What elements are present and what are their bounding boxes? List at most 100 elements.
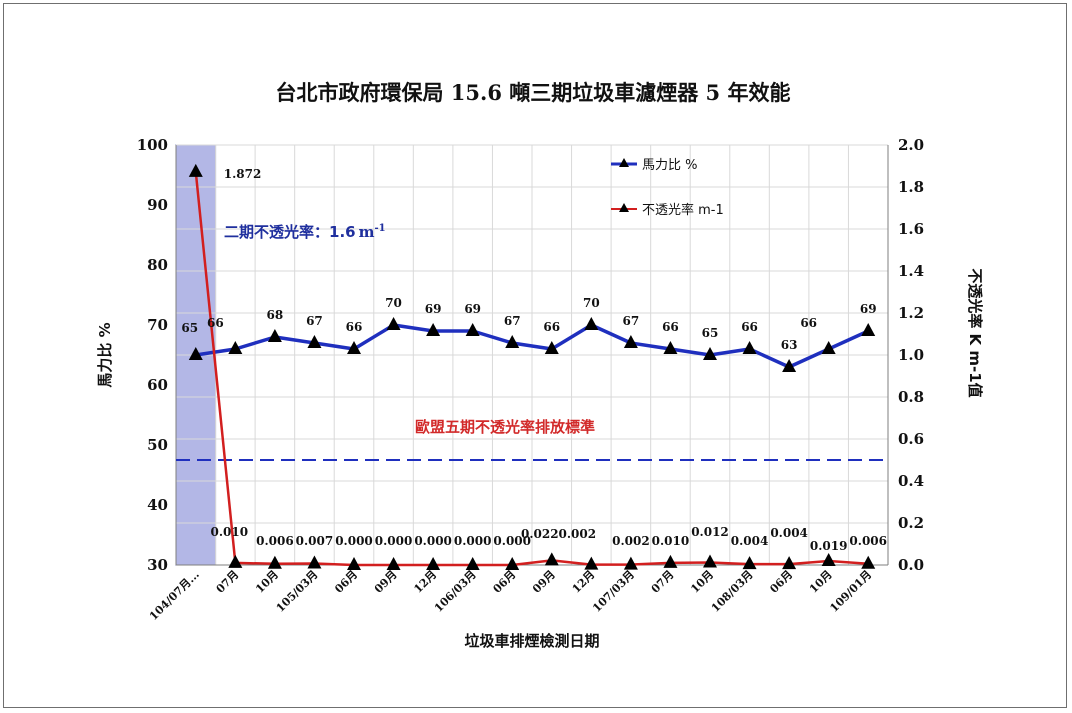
data-label-opacity: 0.007 bbox=[296, 534, 334, 548]
y-right-tick-label: 0.8 bbox=[898, 388, 924, 406]
grid bbox=[176, 144, 888, 566]
data-label-horsepower: 70 bbox=[583, 296, 600, 310]
marker-opacity bbox=[386, 557, 401, 570]
marker-opacity bbox=[188, 163, 203, 177]
reference-line-label: 歐盟五期不透光率排放標準 bbox=[415, 418, 595, 436]
data-label-horsepower: 66 bbox=[543, 320, 560, 334]
y-right-tick-label: 0.2 bbox=[898, 514, 924, 532]
marker-horsepower bbox=[861, 323, 876, 336]
y-axis-left-title: 馬力比 % bbox=[96, 322, 114, 387]
series-line-horsepower bbox=[195, 323, 869, 369]
y-right-tick-label: 2.0 bbox=[898, 136, 924, 154]
data-label-opacity: 0.000 bbox=[375, 534, 413, 548]
marker-horsepower bbox=[465, 323, 480, 336]
x-tick-label: 12月 bbox=[570, 568, 598, 596]
marker-opacity bbox=[861, 555, 876, 569]
annotation-unit: m bbox=[359, 223, 375, 241]
marker-opacity bbox=[267, 555, 282, 569]
data-label-opacity: 0.006 bbox=[849, 534, 887, 548]
data-label-horsepower: 69 bbox=[860, 302, 877, 316]
marker-opacity bbox=[307, 555, 322, 569]
x-tick-label: 108/03月 bbox=[709, 568, 756, 615]
marker-opacity bbox=[584, 556, 599, 570]
data-label-horsepower: 67 bbox=[306, 314, 323, 328]
marker-horsepower bbox=[584, 317, 599, 330]
x-tick-label: 06月 bbox=[332, 568, 360, 596]
data-label-horsepower: 65 bbox=[702, 326, 719, 340]
data-label-horsepower: 66 bbox=[207, 316, 224, 330]
data-label-opacity: 0.010 bbox=[211, 525, 249, 539]
data-label-horsepower: 66 bbox=[346, 320, 363, 334]
marker-horsepower bbox=[347, 341, 361, 354]
chart-title: 台北市政府環保局 15.6 噸三期垃圾車濾煙器 5 年效能 bbox=[275, 80, 790, 105]
marker-horsepower bbox=[505, 335, 520, 348]
x-tick-label: 10月 bbox=[807, 568, 835, 596]
data-label-horsepower: 66 bbox=[800, 316, 817, 330]
x-tick-label: 09月 bbox=[530, 568, 558, 596]
marker-opacity bbox=[742, 556, 757, 570]
marker-horsepower bbox=[742, 341, 757, 354]
x-tick-label: 105/03月 bbox=[274, 568, 321, 615]
legend-marker-opacity bbox=[619, 203, 629, 212]
x-tick-label: 09月 bbox=[372, 568, 400, 596]
series-line-opacity bbox=[194, 171, 869, 567]
marker-horsepower bbox=[426, 323, 441, 336]
marker-horsepower bbox=[188, 347, 203, 360]
x-tick-label: 07月 bbox=[649, 568, 677, 596]
data-label-horsepower: 67 bbox=[504, 314, 521, 328]
data-label-horsepower: 70 bbox=[385, 296, 402, 310]
data-label-opacity: 0.002 bbox=[559, 527, 597, 541]
data-label-opacity: 0.000 bbox=[493, 534, 531, 548]
y-left-tick-label: 30 bbox=[147, 556, 168, 574]
data-label-horsepower: 69 bbox=[425, 302, 442, 316]
y-left-tick-label: 100 bbox=[137, 136, 168, 154]
y-right-tick-label: 1.8 bbox=[898, 178, 924, 196]
data-label-horsepower: 69 bbox=[464, 302, 481, 316]
legend-label-opacity: 不透光率 m-1 bbox=[642, 202, 724, 218]
data-label-horsepower: 65 bbox=[181, 321, 198, 335]
marker-opacity bbox=[703, 554, 717, 568]
data-label-opacity: 0.012 bbox=[691, 525, 729, 539]
data-label-opacity: 0.000 bbox=[454, 534, 492, 548]
y-right-tick-label: 0.6 bbox=[898, 430, 924, 448]
data-label-opacity: 0.002 bbox=[612, 534, 650, 548]
annotation-text: 二期不透光率：1.6 bbox=[224, 223, 356, 241]
marker-horsepower bbox=[703, 347, 717, 360]
legend-marker-horsepower bbox=[619, 158, 629, 167]
y-left-tick-label: 70 bbox=[147, 316, 168, 334]
marker-horsepower bbox=[821, 341, 836, 354]
data-label-horsepower: 67 bbox=[623, 314, 640, 328]
y-left-tick-label: 60 bbox=[147, 376, 168, 394]
data-label-opacity: 0.004 bbox=[731, 534, 769, 548]
marker-horsepower bbox=[623, 335, 638, 348]
data-label-opacity: 0.000 bbox=[414, 534, 452, 548]
data-label-opacity: 0.022 bbox=[521, 527, 559, 541]
annotation-stage2: 二期不透光率：1.6 m-1 bbox=[224, 223, 386, 241]
marker-opacity bbox=[347, 557, 361, 570]
data-label-opacity: 0.000 bbox=[335, 534, 373, 548]
y-left-tick-label: 50 bbox=[147, 436, 168, 454]
x-tick-label: 10月 bbox=[688, 568, 716, 596]
marker-horsepower bbox=[386, 317, 401, 330]
marker-horsepower bbox=[228, 341, 243, 354]
marker-horsepower bbox=[663, 341, 678, 354]
marker-opacity bbox=[544, 552, 559, 566]
marker-horsepower bbox=[267, 329, 282, 342]
annotation-unit-exp: -1 bbox=[374, 223, 385, 234]
marker-opacity bbox=[465, 557, 480, 570]
data-label-opacity: 0.004 bbox=[770, 526, 808, 540]
y-left-tick-label: 90 bbox=[147, 196, 168, 214]
y-right-tick-label: 1.6 bbox=[898, 220, 924, 238]
marker-opacity bbox=[623, 556, 638, 570]
y-left-tick-label: 80 bbox=[147, 256, 168, 274]
data-label-opacity: 0.019 bbox=[810, 539, 848, 553]
x-tick-label: 06月 bbox=[491, 568, 519, 596]
data-label-opacity: 1.872 bbox=[224, 167, 262, 181]
data-label-horsepower: 66 bbox=[662, 320, 679, 334]
marker-opacity bbox=[228, 554, 243, 568]
marker-opacity bbox=[426, 557, 441, 570]
y-right-tick-label: 1.0 bbox=[898, 346, 924, 364]
marker-opacity bbox=[663, 554, 678, 568]
